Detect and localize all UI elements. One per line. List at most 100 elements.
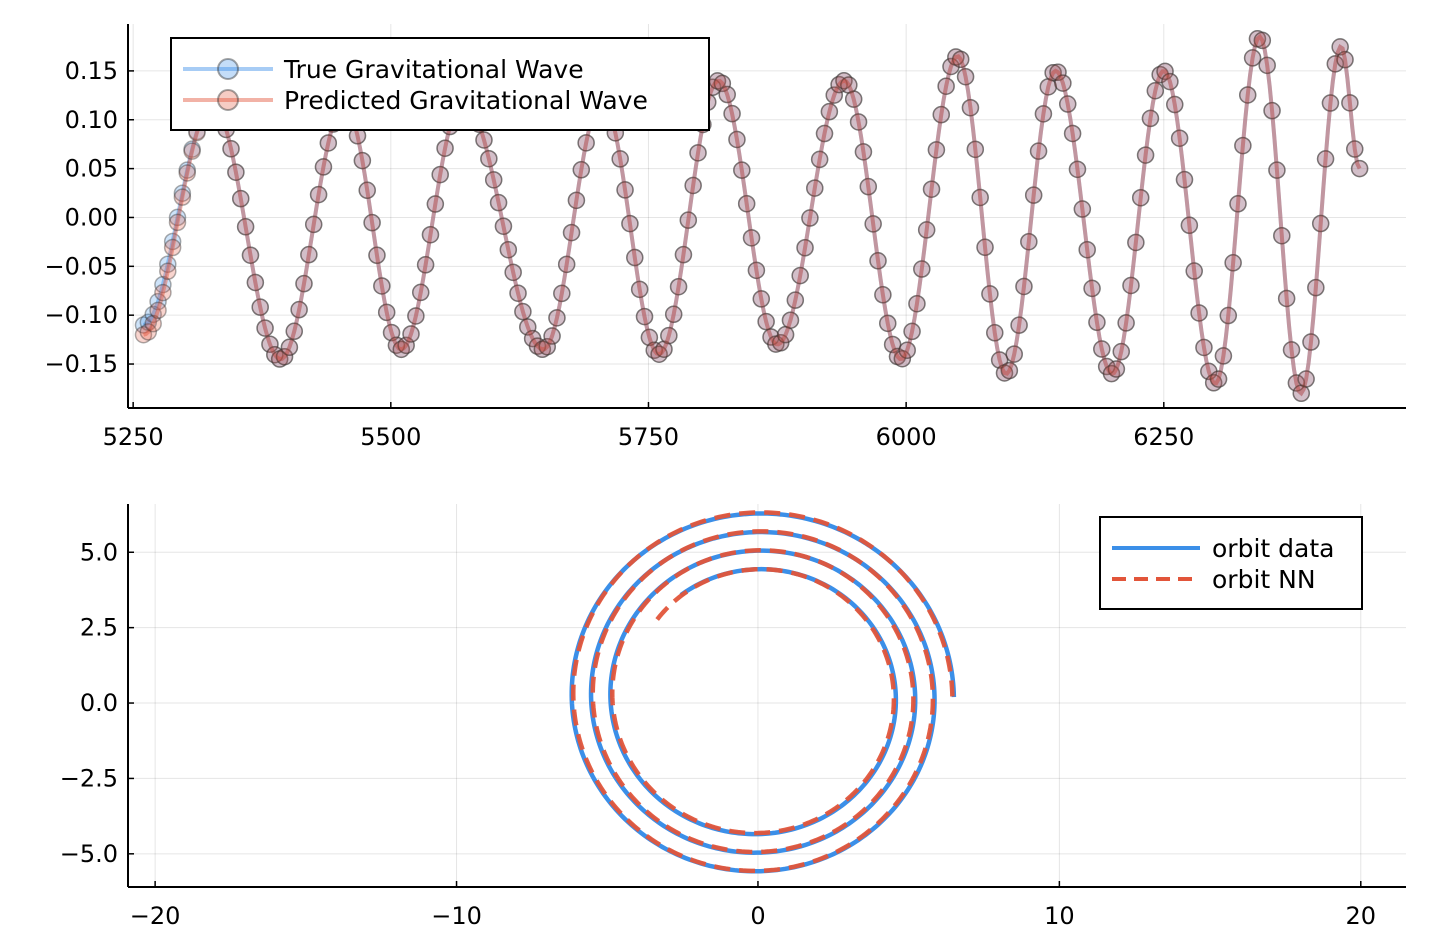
wave-marker (742, 229, 761, 247)
wave-marker (976, 238, 994, 257)
wave-marker (1263, 101, 1281, 120)
wave-marker (1088, 313, 1106, 332)
wave-marker (489, 193, 508, 212)
wave-y-tick-label: −0.05 (44, 252, 118, 280)
wave-marker (1093, 340, 1111, 358)
wave-legend-label-true: True Gravitational Wave (283, 55, 584, 84)
wave-marker (553, 284, 571, 303)
wave-marker (407, 307, 425, 325)
wave-marker (1282, 341, 1301, 359)
wave-marker (309, 185, 328, 204)
orbit-y-tick-label: −5.0 (60, 840, 118, 868)
wave-marker (533, 340, 552, 359)
wave-marker (1170, 129, 1189, 147)
wave-marker (431, 165, 449, 184)
wave-marker (728, 130, 746, 149)
wave-marker (1102, 364, 1121, 383)
wave-marker (669, 277, 688, 296)
wave-marker (854, 143, 873, 161)
wave-marker (353, 151, 372, 170)
wave-marker (976, 238, 994, 257)
wave-marker (1292, 384, 1310, 403)
wave-marker (557, 255, 576, 274)
wave-marker (1214, 347, 1233, 365)
wave-x-tick-label: 6250 (1133, 423, 1194, 451)
wave-marker (650, 345, 668, 363)
wave-marker (241, 246, 260, 264)
wave-marker (966, 140, 985, 159)
wave-marker (1326, 55, 1345, 73)
wave-marker (1020, 232, 1038, 251)
wave-marker (1200, 362, 1218, 381)
wave-marker (932, 105, 951, 124)
wave-marker (1010, 316, 1028, 334)
wave-marker (922, 180, 941, 198)
wave-marker (961, 98, 980, 117)
wave-marker (227, 163, 245, 181)
wave-marker (1307, 278, 1325, 297)
wave-marker (280, 338, 299, 357)
wave-marker (251, 298, 269, 316)
wave-marker (645, 341, 663, 360)
wave-marker (679, 211, 698, 229)
wave-marker (859, 177, 878, 196)
wave-marker (869, 252, 887, 270)
wave-marker (236, 218, 255, 236)
gravitational-wave-plot: 5250 5500 5750 6000 6250 0.15 0.10 0.05 0.00 −0.… (44, 24, 1406, 451)
wave-marker (917, 221, 936, 239)
wave-marker (1248, 30, 1267, 48)
wave-marker (844, 90, 863, 108)
wave-marker (1131, 188, 1150, 207)
wave-marker (747, 261, 766, 280)
wave-marker (990, 351, 1009, 369)
wave-marker (922, 180, 941, 198)
wave-marker (1112, 342, 1130, 361)
wave-marker (1073, 200, 1092, 218)
wave-marker (864, 215, 882, 233)
wave-marker (319, 134, 338, 152)
wave-marker (1273, 226, 1291, 245)
wave-marker (387, 336, 406, 354)
wave-marker (1263, 101, 1281, 120)
wave-legend-item-predicted: Predicted Gravitational Wave (183, 86, 648, 115)
wave-marker (1321, 94, 1340, 112)
wave-marker (1224, 254, 1242, 272)
wave-marker (801, 209, 819, 227)
wave-marker (533, 340, 552, 359)
wave-marker (630, 280, 649, 299)
wave-marker (261, 335, 279, 353)
wave-marker (762, 328, 780, 346)
wave-marker (173, 188, 192, 206)
wave-marker (840, 76, 858, 94)
wave-marker (913, 260, 931, 278)
wave-marker (1180, 216, 1199, 235)
wave-marker (937, 77, 955, 95)
wave-marker (309, 185, 328, 204)
wave-marker (674, 245, 693, 264)
wave-marker (382, 323, 401, 342)
wave-marker (835, 71, 853, 90)
wave-marker (664, 305, 683, 324)
wave-marker (1044, 63, 1062, 82)
wave-marker (1253, 31, 1272, 50)
wave-marker (1068, 160, 1087, 179)
wave-marker (966, 140, 985, 159)
wave-marker (387, 336, 406, 354)
orbit-plot: −20 −10 0 10 20 5.0 2.5 0.0 −2.5 −5.0 orbit data… (60, 504, 1406, 930)
wave-marker (1204, 374, 1223, 392)
wave-marker (903, 322, 921, 341)
wave-marker (1331, 38, 1349, 56)
wave-marker (616, 181, 634, 199)
wave-marker (903, 322, 921, 341)
wave-marker (908, 294, 926, 313)
wave-marker (436, 139, 454, 157)
wave-marker (1122, 276, 1140, 295)
wave-marker (163, 232, 182, 251)
wave-marker (139, 313, 158, 332)
wave-marker (786, 291, 805, 309)
wave-marker (377, 303, 396, 322)
wave-marker (577, 134, 595, 152)
wave-marker (397, 336, 415, 355)
wave-x-tick-label: 5250 (103, 423, 164, 451)
wave-marker (626, 248, 644, 267)
